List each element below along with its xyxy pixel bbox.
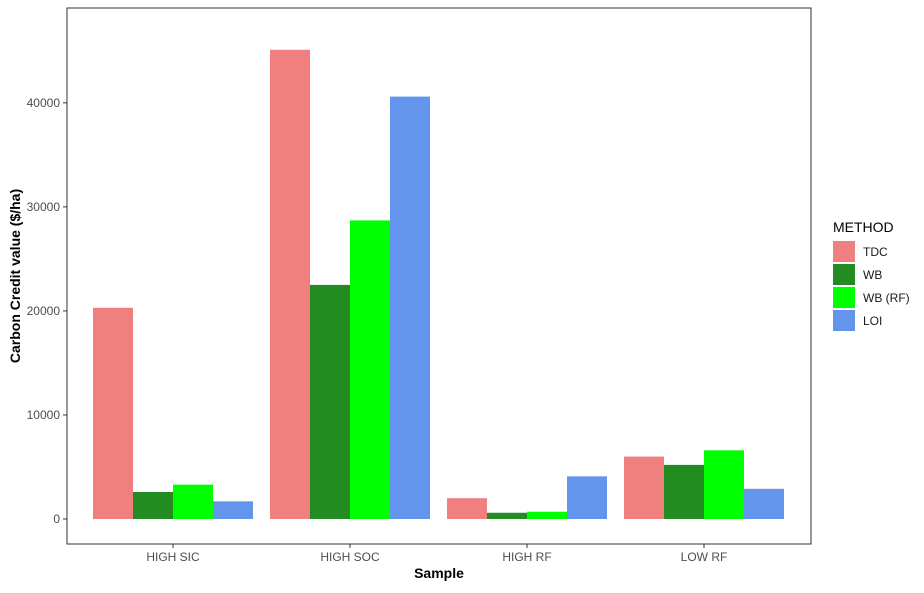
bar-high-soc-wb-rf- <box>350 220 390 519</box>
bar-high-rf-tdc <box>447 498 487 519</box>
x-axis-title: Sample <box>414 565 464 581</box>
bar-high-soc-loi <box>390 96 430 520</box>
bar-high-rf-wb-rf- <box>527 511 567 519</box>
bar-high-rf-loi <box>567 476 607 519</box>
x-axis: HIGH SIC HIGH SOC HIGH RF LOW RF <box>146 544 727 564</box>
bar-high-sic-wb-rf- <box>173 484 213 519</box>
bar-high-sic-wb <box>133 491 173 519</box>
bar-low-rf-tdc <box>624 456 664 519</box>
bars-layer <box>93 49 784 520</box>
y-tick-label: 30000 <box>27 200 61 214</box>
legend-swatch-wb-rf- <box>833 287 855 308</box>
bar-high-soc-tdc <box>270 49 310 519</box>
plot-panel <box>66 7 812 545</box>
legend-title: METHOD <box>833 219 894 235</box>
legend-swatch-wb <box>833 264 855 285</box>
legend-label: WB <box>863 268 882 282</box>
legend-label: WB (RF) <box>863 291 910 305</box>
x-tick-label: HIGH SIC <box>146 550 200 564</box>
y-axis: 0 10000 20000 30000 40000 <box>27 96 67 526</box>
y-axis-title: Carbon Credit value ($/ha) <box>7 189 23 363</box>
legend-label: LOI <box>863 314 882 328</box>
bar-low-rf-loi <box>744 488 784 519</box>
legend: METHOD TDC WB WB (RF) LOI <box>833 219 910 331</box>
legend-swatch-tdc <box>833 241 855 262</box>
y-tick-label: 10000 <box>27 408 61 422</box>
x-tick-label: HIGH RF <box>502 550 551 564</box>
y-tick-label: 20000 <box>27 304 61 318</box>
bar-high-sic-tdc <box>93 307 133 519</box>
bar-high-rf-wb <box>487 512 527 519</box>
bar-low-rf-wb <box>664 464 704 519</box>
x-tick-label: LOW RF <box>681 550 728 564</box>
y-tick-label: 40000 <box>27 96 61 110</box>
y-tick-label: 0 <box>53 512 60 526</box>
bar-low-rf-wb-rf- <box>704 450 744 519</box>
legend-swatch-loi <box>833 310 855 331</box>
x-tick-label: HIGH SOC <box>320 550 380 564</box>
bar-high-sic-loi <box>213 501 253 519</box>
bar-high-soc-wb <box>310 284 350 519</box>
legend-label: TDC <box>863 245 888 259</box>
